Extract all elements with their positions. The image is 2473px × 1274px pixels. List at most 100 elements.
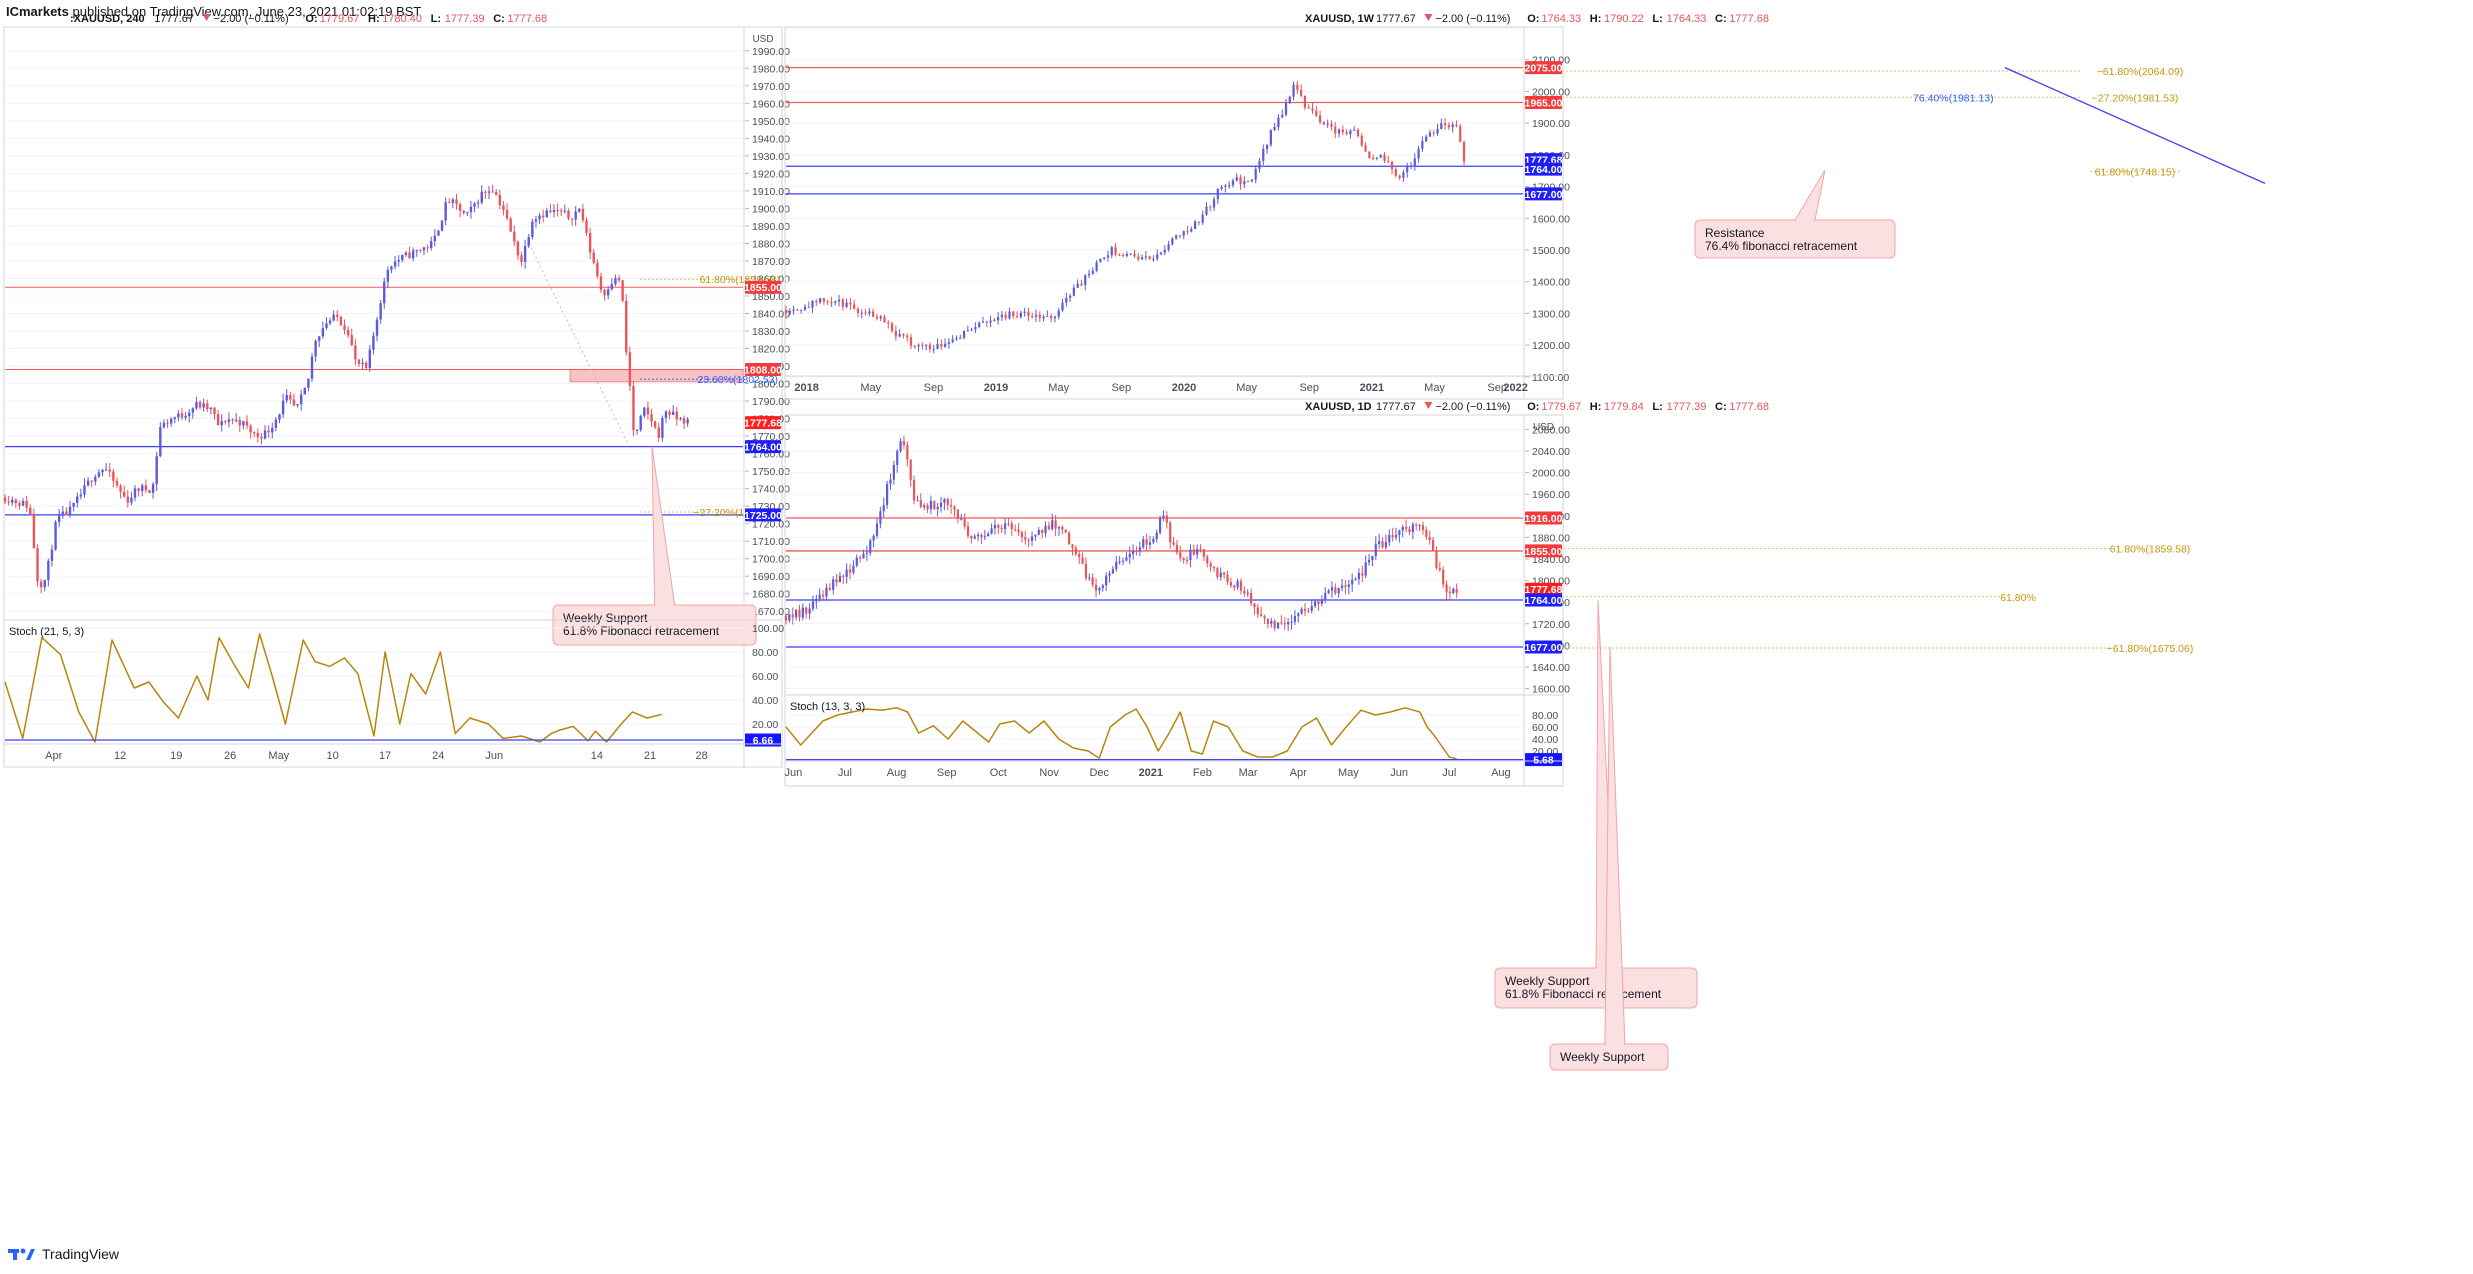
price-tag-label: 1777.68 — [1525, 584, 1563, 596]
candle-body — [267, 430, 270, 433]
candle-body — [686, 419, 689, 424]
candle-body — [1140, 257, 1144, 260]
p1w-legend-change: −2.00 (−0.11%) — [1435, 13, 1510, 25]
candle-body — [841, 299, 844, 307]
candle-body — [1178, 235, 1182, 237]
candle-body — [361, 362, 364, 365]
price-tick-label: 2080.00 — [1532, 424, 1570, 436]
candle-body — [592, 252, 595, 263]
price-tick-label: 1700.00 — [752, 554, 790, 566]
candle-body — [1288, 96, 1291, 104]
candle-body — [1088, 577, 1091, 579]
candle-body — [950, 505, 953, 507]
candle-body — [1158, 518, 1162, 533]
candle-body — [1236, 581, 1239, 588]
candle-body — [209, 407, 213, 409]
candle-body — [65, 511, 68, 516]
candle-body — [1293, 616, 1297, 622]
candle-body — [86, 480, 90, 486]
p1d-price-tag: 1916.00 — [1525, 511, 1563, 525]
candle-body — [632, 386, 635, 431]
price-tick-label: 1900.00 — [752, 203, 790, 215]
price-tag-box — [1525, 61, 1562, 75]
time-label: Nov — [1039, 767, 1059, 779]
price-tag-label: 1764.00 — [1525, 595, 1563, 607]
candle-body — [166, 422, 169, 424]
candle-body — [621, 280, 624, 301]
price-tick-label: 1960.00 — [1532, 489, 1570, 501]
time-label: Jun — [1390, 767, 1408, 779]
candle-body — [1121, 560, 1125, 562]
price-tick-label: 1930.00 — [752, 151, 790, 163]
candle-body — [1135, 551, 1138, 553]
candle-body — [1374, 543, 1377, 557]
candle-body — [845, 302, 848, 307]
candle-body — [953, 506, 956, 510]
candle-body — [1379, 155, 1382, 158]
time-label: Oct — [990, 767, 1007, 779]
price-tick-label: 1790.00 — [752, 396, 790, 408]
candle-body — [1431, 540, 1435, 551]
p1w-legend-o: 1764.33 — [1541, 13, 1581, 25]
callout-pointer — [651, 446, 676, 606]
candle-body — [1185, 559, 1189, 561]
candle-body — [1300, 608, 1303, 614]
candle-body — [889, 479, 892, 484]
candle-body — [1398, 530, 1401, 535]
down-triangle-icon — [1424, 402, 1433, 409]
price-tick-label: 1200.00 — [1532, 340, 1570, 352]
candle-body — [310, 356, 314, 379]
candle-body — [386, 269, 390, 282]
candle-body — [213, 407, 216, 415]
candle-body — [959, 337, 962, 339]
candle-body — [1249, 592, 1253, 604]
candle-body — [1015, 316, 1019, 318]
candle-body — [966, 330, 969, 332]
candle-body — [491, 191, 494, 193]
candle-body — [191, 408, 195, 413]
candle-body — [1061, 302, 1064, 311]
candle-body — [668, 411, 671, 415]
candle-body — [936, 506, 939, 510]
candle-body — [923, 505, 926, 508]
candle-body — [307, 378, 310, 388]
p240-legend-symbol: :XAUUSD, 240 — [70, 13, 145, 25]
p1w-legend-o_label: O: — [1527, 13, 1539, 25]
candle-body — [1315, 110, 1318, 116]
candle-body — [321, 328, 325, 337]
candle-body — [563, 210, 567, 212]
osc-tick-label: 100.00 — [752, 623, 784, 635]
candle-body — [899, 441, 902, 452]
candle-body — [1024, 537, 1027, 540]
candle-body — [859, 557, 862, 559]
candle-body — [469, 206, 473, 213]
candle-body — [263, 430, 267, 439]
candle-body — [970, 329, 973, 331]
candle-body — [902, 441, 906, 445]
p240-legend-h_label: H: — [368, 13, 380, 25]
candle-body — [188, 412, 191, 417]
candle-body — [661, 417, 664, 438]
candle-body — [1402, 172, 1405, 178]
candle-body — [834, 301, 837, 303]
candle-body — [865, 553, 868, 555]
price-tag-label: 1916.00 — [1525, 513, 1563, 525]
candle-body — [875, 316, 879, 319]
candle-body — [909, 459, 912, 481]
candle-body — [943, 499, 946, 503]
tradingview-watermark: TradingView — [8, 1246, 119, 1262]
price-tag-label: 1725.00 — [744, 510, 782, 522]
candle-body — [1383, 155, 1386, 161]
p1w-legend-last: 1777.67 — [1376, 13, 1416, 25]
time-label: 24 — [432, 750, 444, 762]
callout-text: Weekly Support — [1560, 1050, 1645, 1064]
candle-body — [1226, 574, 1229, 583]
candle-body — [1115, 561, 1118, 570]
candle-body — [886, 483, 889, 506]
candle-body — [1019, 312, 1022, 318]
candle-body — [159, 427, 162, 457]
candle-body — [919, 500, 922, 508]
price-tick-label: 2000.00 — [1532, 86, 1570, 98]
